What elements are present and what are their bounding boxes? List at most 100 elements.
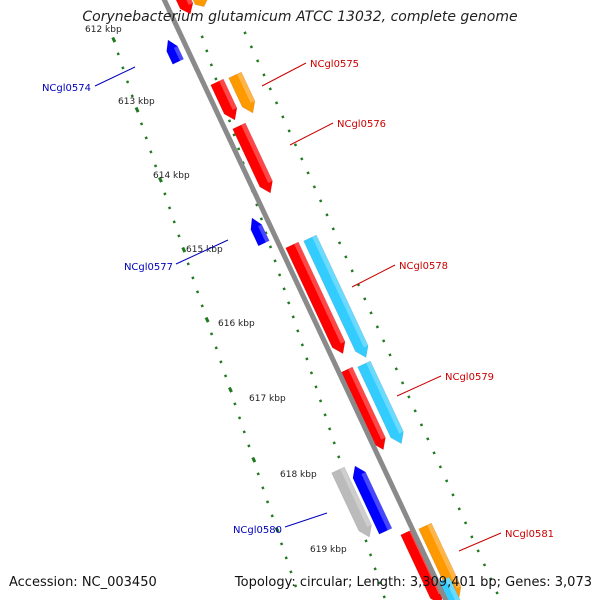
tick-mark <box>337 455 341 459</box>
tick-mark <box>134 106 140 113</box>
tick-mark <box>195 290 200 294</box>
tick-mark <box>177 234 181 238</box>
tick-mark <box>309 371 314 375</box>
label-leader-line <box>396 375 442 397</box>
tick-mark <box>121 66 125 70</box>
tick-mark <box>247 444 251 448</box>
kbp-tick-label: 617 kbp <box>249 394 286 404</box>
tick-mark <box>451 493 455 497</box>
gene-label[interactable]: NCgl0578 <box>399 261 448 272</box>
gene-label[interactable]: NCgl0576 <box>337 119 386 130</box>
gene-label[interactable]: NCgl0580 <box>233 525 282 536</box>
gene-layer <box>163 0 463 600</box>
tick-mark <box>463 521 468 525</box>
tick-mark <box>282 287 286 291</box>
tick-mark <box>256 472 260 476</box>
frame-bar-NCgl0578[interactable] <box>303 234 373 360</box>
tick-mark <box>186 262 190 266</box>
kbp-tick-label: 614 kbp <box>153 171 190 181</box>
kbp-tick-label: 612 kbp <box>85 25 122 35</box>
label-leader-line <box>284 512 328 528</box>
tick-mark <box>470 535 474 539</box>
tick-mark <box>323 413 327 417</box>
kbp-tick-label: 615 kbp <box>186 245 223 255</box>
gene-label[interactable]: NCgl0579 <box>445 372 494 383</box>
tick-mark <box>265 500 270 504</box>
tick-mark <box>251 456 257 463</box>
tick-mark <box>312 185 317 189</box>
tick-mark <box>111 36 117 43</box>
kbp-tick-label: 613 kbp <box>118 97 155 107</box>
tick-mark <box>368 553 373 557</box>
tick-mark <box>125 80 130 84</box>
tick-mark <box>268 245 273 249</box>
tick-mark <box>319 199 323 203</box>
tick-mark <box>214 77 218 81</box>
tick-mark <box>214 346 218 350</box>
tick-mark <box>274 526 280 533</box>
gene-label[interactable]: NCgl0574 <box>42 83 91 94</box>
label-leader-line <box>458 532 502 552</box>
tick-mark <box>373 567 377 571</box>
tick-mark <box>149 150 153 154</box>
label-leader-line <box>289 122 334 146</box>
tick-mark <box>400 381 405 385</box>
tick-mark <box>300 343 304 347</box>
gene-arrow-forward[interactable] <box>174 0 197 17</box>
gene-arrow-NCgl0574[interactable] <box>163 37 184 65</box>
tick-mark <box>273 259 277 263</box>
tick-mark <box>227 119 232 123</box>
genome-summary-text: Topology: circular; Length: 3,309,401 bp… <box>234 575 592 590</box>
tick-mark <box>291 315 295 319</box>
gene-label[interactable]: NCgl0581 <box>505 529 554 540</box>
frame-bar-forward[interactable] <box>191 0 211 10</box>
tick-mark <box>432 451 436 455</box>
tick-mark <box>249 45 254 49</box>
tick-mark <box>116 52 120 56</box>
tick-layer <box>111 31 499 599</box>
tick-mark <box>382 339 386 343</box>
gene-arrow-NCgl0577[interactable] <box>247 215 270 247</box>
tick-mark <box>204 316 210 323</box>
tick-mark <box>237 416 242 420</box>
kbp-tick-label: 616 kbp <box>218 319 255 329</box>
tick-mark <box>243 31 247 35</box>
tick-mark <box>209 63 213 67</box>
gene-arrow-NCgl0575[interactable] <box>210 78 242 123</box>
tick-mark <box>363 297 367 301</box>
tick-mark <box>279 542 284 546</box>
tick-mark <box>293 143 298 147</box>
tick-mark <box>438 465 443 469</box>
frame-bar-NCgl0580[interactable] <box>331 466 376 540</box>
tick-mark <box>284 556 288 560</box>
tick-mark <box>495 591 499 595</box>
tick-mark <box>237 147 241 151</box>
tick-mark <box>407 395 411 399</box>
tick-mark <box>426 437 430 441</box>
gene-label[interactable]: NCgl0577 <box>124 262 173 273</box>
tick-mark <box>289 570 293 574</box>
tick-mark <box>277 273 282 277</box>
tick-mark <box>457 507 461 511</box>
tick-mark <box>200 35 204 39</box>
tick-mark <box>445 479 449 483</box>
frame-bar-NCgl0579[interactable] <box>357 360 408 447</box>
gene-label[interactable]: NCgl0575 <box>310 59 359 70</box>
tick-mark <box>130 94 134 98</box>
tick-mark <box>305 357 309 361</box>
tick-mark <box>228 386 233 393</box>
gene-arrow-NCgl0579[interactable] <box>339 366 390 453</box>
gene-arrow-NCgl0578[interactable] <box>285 241 350 357</box>
gene-arrow-NCgl0580[interactable] <box>349 463 393 535</box>
tick-mark <box>219 360 223 364</box>
tick-mark <box>369 311 373 315</box>
tick-mark <box>337 241 342 245</box>
accession-text: Accession: NC_003450 <box>9 575 157 590</box>
frame-bar-NCgl0575[interactable] <box>228 71 260 116</box>
tick-mark <box>476 549 480 553</box>
tick-mark <box>318 399 323 403</box>
gene-arrow-NCgl0576[interactable] <box>232 122 277 196</box>
tick-mark <box>300 157 304 161</box>
kbp-tick-label: 619 kbp <box>310 545 347 555</box>
